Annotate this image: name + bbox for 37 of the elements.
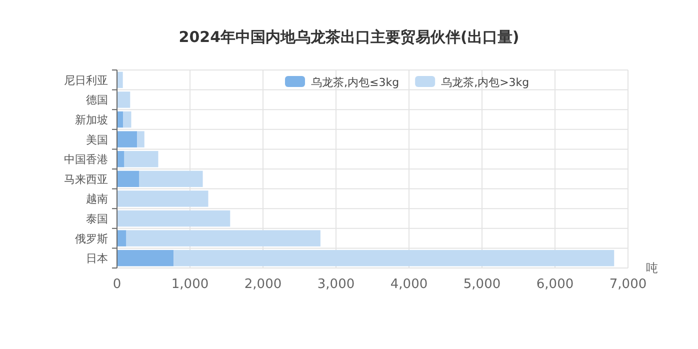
- y-tick-label: 德国: [86, 94, 108, 107]
- y-tick-label: 越南: [86, 192, 108, 206]
- x-tick-label: 5,000: [463, 277, 501, 292]
- x-tick-label: 7,000: [609, 277, 647, 292]
- bar: [126, 230, 320, 246]
- bar: [117, 150, 124, 168]
- x-tick-label: 2,000: [244, 277, 282, 292]
- bar: [117, 230, 126, 246]
- x-tick-label: 0: [112, 277, 122, 292]
- bar: [123, 111, 132, 128]
- y-tick-label: 中国香港: [64, 153, 108, 166]
- bar: [137, 131, 144, 148]
- bar: [117, 170, 140, 188]
- chart-title: 2024年中国内地乌龙茶出口主要贸易伙伴(出口量): [178, 28, 520, 46]
- x-tick-label: 3,000: [317, 277, 355, 292]
- y-tick-label: 美国: [86, 133, 108, 146]
- bar: [139, 170, 203, 188]
- bar: [117, 92, 130, 108]
- x-tick-label: 4,000: [390, 277, 428, 292]
- y-tick-label: 日本: [86, 252, 108, 266]
- y-tick-label: 俄罗斯: [75, 232, 108, 246]
- bar: [117, 210, 230, 227]
- legend-label: 乌龙茶,内包≤3kg: [311, 76, 400, 89]
- x-tick-label: 6,000: [536, 277, 574, 292]
- bar: [174, 250, 614, 266]
- bar: [117, 131, 138, 148]
- bar: [117, 72, 123, 88]
- y-tick-label: 马来西亚: [64, 172, 108, 186]
- bar: [124, 150, 158, 168]
- y-tick-label: 泰国: [86, 212, 108, 226]
- y-tick-label: 尼日利亚: [64, 74, 108, 87]
- bar: [117, 190, 208, 207]
- legend-label: 乌龙茶,内包>3kg: [441, 76, 530, 89]
- bar: [117, 250, 174, 266]
- y-tick-label: 新加坡: [75, 114, 108, 126]
- x-axis-title: 吨: [646, 261, 658, 275]
- x-tick-label: 1,000: [171, 277, 209, 292]
